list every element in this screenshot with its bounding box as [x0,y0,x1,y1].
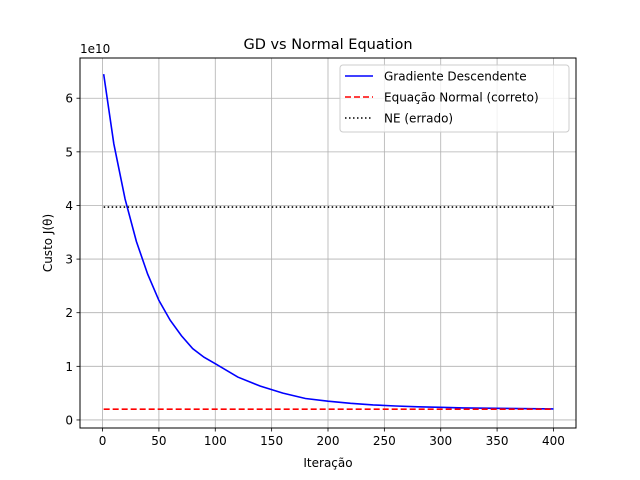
x-tick-label: 200 [317,434,340,448]
x-tick-label: 350 [486,434,509,448]
x-tick-label: 400 [542,434,565,448]
x-axis-label: Iteração [303,456,352,470]
series-layer [102,73,554,411]
x-tick-label: 50 [151,434,166,448]
y-offset-label: 1e10 [80,42,110,56]
ticks: 0 50 100 150 200 250 300 350 400 0 1 2 3 4 5 6 [65,92,565,448]
y-tick-label: 1 [65,360,73,374]
y-tick-label: 3 [65,253,73,267]
legend-label: Equação Normal (correto) [384,91,539,105]
y-tick-label: 5 [65,145,73,159]
chart-title: GD vs Normal Equation [243,37,412,53]
legend-items: Gradiente Descendente Equação Normal (cor… [345,70,539,126]
y-tick-label: 2 [65,306,73,320]
y-tick-label: 4 [65,199,73,213]
legend-box [339,64,570,133]
y-axis-label: Custo J(θ) [41,214,55,272]
y-tick-label: 6 [65,92,73,106]
x-tick-label: 300 [429,434,452,448]
x-tick-label: 150 [260,434,283,448]
x-tick-label: 0 [99,434,107,448]
x-tick-label: 100 [204,434,227,448]
y-tick-label: 0 [65,413,73,427]
legend-label: Gradiente Descendente [384,70,527,84]
x-tick-label: 250 [373,434,396,448]
legend-label: NE (errado) [384,112,453,126]
series-line-1 [102,73,554,410]
legend: Gradiente Descendente Equação Normal (cor… [339,64,570,133]
